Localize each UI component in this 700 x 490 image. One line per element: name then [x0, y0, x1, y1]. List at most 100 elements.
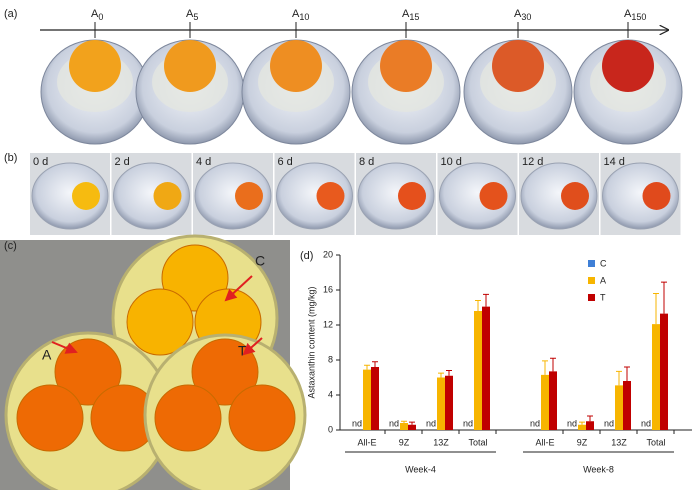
day-label: 0 d	[33, 156, 48, 168]
yolk	[316, 182, 345, 210]
y-tick-label: 16	[323, 284, 333, 294]
group-label: Week-4	[405, 464, 436, 474]
yolk	[72, 182, 100, 210]
x-tick-label: All-E	[535, 437, 554, 447]
x-tick-label: 13Z	[433, 437, 449, 447]
x-tick-label: 9Z	[399, 437, 410, 447]
value-label: nd	[641, 418, 651, 428]
marker-label: A15	[402, 8, 419, 22]
bar	[474, 311, 482, 430]
dish-photo	[357, 162, 435, 230]
day-label: 14 d	[604, 156, 625, 168]
group-label: Week-8	[583, 464, 614, 474]
x-tick-label: 9Z	[577, 437, 588, 447]
legend-swatch	[588, 277, 595, 284]
yolk	[69, 40, 121, 92]
yolk	[602, 40, 654, 92]
yolk	[561, 182, 589, 210]
y-tick-label: 20	[323, 249, 333, 259]
dish-photo	[602, 162, 679, 230]
y-tick-label: 12	[323, 319, 333, 329]
y-tick-label: 0	[328, 424, 333, 434]
arrow	[224, 275, 253, 302]
bar	[623, 381, 631, 430]
yolk	[398, 182, 426, 210]
dish-photo	[276, 162, 353, 230]
yolk	[153, 182, 182, 210]
bar	[408, 424, 416, 430]
yolk	[235, 182, 263, 210]
yolk	[642, 182, 671, 210]
marker-label: A10	[292, 8, 309, 22]
marker-subscript: 10	[299, 12, 309, 22]
bar	[437, 377, 445, 430]
panel-label: (b)	[4, 152, 17, 164]
yolk	[154, 384, 222, 452]
group-label: A	[42, 347, 52, 363]
marker-label: A30	[514, 8, 531, 22]
legend-swatch	[588, 294, 595, 301]
arrow	[242, 337, 263, 356]
bar	[652, 324, 660, 430]
y-tick-label: 4	[328, 389, 333, 399]
group-label: T	[238, 343, 247, 359]
bar	[549, 371, 557, 430]
dish-photo	[439, 162, 516, 230]
bar	[482, 306, 490, 430]
day-label: 12 d	[522, 156, 543, 168]
dish-photo	[31, 162, 109, 230]
arrow	[51, 341, 78, 354]
marker-label: A150	[624, 8, 646, 22]
x-tick-label: Total	[646, 437, 665, 447]
x-tick-label: Total	[468, 437, 487, 447]
marker-subscript: 5	[193, 12, 198, 22]
legend-label: A	[600, 275, 606, 285]
yolk	[380, 40, 432, 92]
dish-photo	[194, 162, 272, 230]
yolk	[54, 338, 122, 406]
bar	[445, 375, 453, 430]
marker-subscript: 15	[409, 12, 419, 22]
panel-label: (a)	[4, 8, 17, 20]
marker-letter: A	[292, 8, 300, 20]
marker-letter: A	[402, 8, 410, 20]
yolk	[270, 40, 322, 92]
bar	[578, 424, 586, 430]
panel-label: (d)	[300, 250, 313, 262]
marker-letter: A	[514, 8, 522, 20]
y-axis-label: Astaxanthin content (mg/kg)	[306, 286, 316, 398]
bar	[660, 313, 668, 430]
yolk	[492, 40, 544, 92]
bar	[541, 374, 549, 430]
bar	[363, 369, 371, 430]
day-label: 10 d	[441, 156, 462, 168]
x-tick-label: 13Z	[611, 437, 627, 447]
day-label: 6 d	[278, 156, 293, 168]
value-label: nd	[389, 418, 399, 428]
yolk	[16, 384, 84, 452]
day-label: 8 d	[359, 156, 374, 168]
marker-subscript: 0	[98, 12, 103, 22]
bar	[586, 421, 594, 430]
marker-letter: A	[186, 8, 194, 20]
marker-letter: A	[624, 8, 632, 20]
value-label: nd	[463, 418, 473, 428]
dish-photo	[113, 162, 190, 230]
marker-subscript: 30	[521, 12, 531, 22]
dish-photo	[520, 162, 598, 230]
group-label: C	[255, 253, 265, 269]
legend-swatch	[588, 260, 595, 267]
legend-label: C	[600, 258, 607, 268]
value-label: nd	[530, 418, 540, 428]
value-label: nd	[426, 418, 436, 428]
yolk	[191, 338, 259, 406]
panel-label: (c)	[4, 240, 17, 252]
yolk	[126, 288, 194, 356]
yolk	[479, 182, 508, 210]
bar	[400, 423, 408, 430]
marker-letter: A	[91, 8, 99, 20]
yolk	[164, 40, 216, 92]
marker-label: A5	[186, 8, 198, 22]
bar	[371, 367, 379, 430]
